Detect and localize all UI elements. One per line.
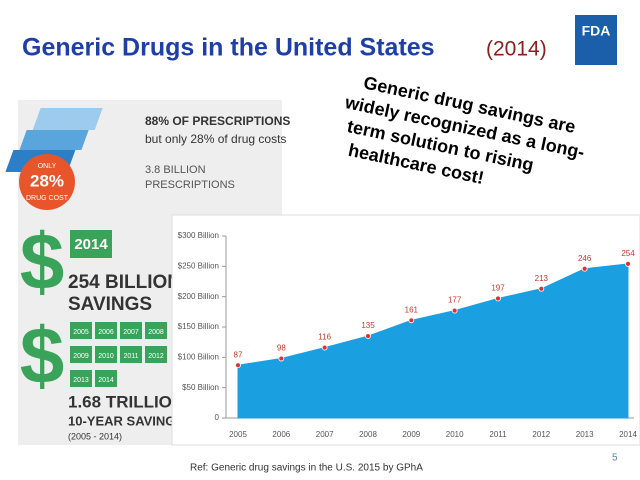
calendar-year: 2005: [73, 329, 89, 336]
data-label: 197: [491, 284, 505, 293]
marker: [451, 307, 458, 314]
badge: [19, 154, 75, 210]
calendar-year: 2007: [123, 329, 139, 336]
y-tick-label: $250 Billion: [178, 261, 219, 270]
y-tick-label: 0: [215, 413, 220, 422]
paper-stack: [5, 108, 103, 172]
dollar-icon: $: [20, 311, 65, 400]
data-label: 87: [234, 350, 243, 359]
calendar: [95, 346, 117, 363]
y-tick-label: $150 Billion: [178, 322, 219, 331]
reference: Ref: Generic drug savings in the U.S. 20…: [190, 463, 423, 474]
marker: [408, 317, 415, 324]
calendar: [120, 346, 142, 363]
dollar-icon: $: [20, 217, 65, 306]
calendar-year: 2009: [73, 353, 89, 360]
y-tick-label: $100 Billion: [178, 352, 219, 361]
calendar-year: 2014: [74, 236, 108, 253]
marker: [581, 265, 588, 272]
data-label: 254: [621, 249, 635, 258]
calendar: [95, 322, 117, 339]
marker: [495, 295, 501, 302]
savings-label: SAVINGS: [68, 294, 152, 315]
logo-box: [575, 15, 617, 65]
calendar-year: 2006: [98, 329, 114, 336]
data-label: 135: [361, 321, 375, 330]
data-label: 246: [578, 254, 592, 263]
calendar-year: 2012: [148, 353, 164, 360]
total: 1.68 TRILLION: [68, 392, 184, 411]
calendar: [70, 370, 92, 387]
data-label: 213: [535, 274, 549, 283]
x-tick-label: 2009: [402, 430, 420, 439]
calendar: [145, 322, 167, 339]
x-tick-label: 2007: [316, 430, 334, 439]
y-tick-label: $200 Billion: [178, 292, 219, 301]
badge-text: DRUG COST: [26, 195, 69, 202]
data-label: 98: [277, 344, 286, 353]
x-tick-label: 2012: [532, 430, 550, 439]
marker: [278, 355, 285, 362]
savings: 254 BILLION: [68, 272, 181, 293]
calendar-year: 2010: [98, 353, 114, 360]
badge-text: 28%: [30, 171, 64, 190]
data-label: 161: [405, 305, 419, 314]
calendar: [145, 346, 167, 363]
calendar-year: 2014: [98, 377, 114, 384]
page-number: 5: [612, 453, 618, 464]
info-text: PRESCRIPTIONS: [145, 179, 235, 191]
x-tick-label: 2014: [619, 430, 637, 439]
y-tick-label: $50 Billion: [182, 383, 219, 392]
marker: [321, 344, 328, 351]
x-tick-label: 2005: [229, 430, 247, 439]
slide-title-year: (2014): [486, 38, 547, 61]
calendar: [70, 346, 92, 363]
x-tick-label: 2013: [576, 430, 594, 439]
marker: [538, 285, 545, 292]
calendar-year: 2011: [123, 353, 138, 360]
calendar: [70, 230, 112, 258]
calendar-year: 2013: [73, 377, 89, 384]
calendar: [95, 370, 117, 387]
calendar-grid: 2005 2006 2007 2008 2009 2010 2011 2012 2013 2014: [70, 322, 167, 387]
info-text: but only 28% of drug costs: [145, 132, 286, 146]
calendar-year: 2008: [148, 329, 164, 336]
y-tick-label: $300 Billion: [178, 231, 219, 240]
badge-text: ONLY: [38, 163, 57, 170]
calendar: [120, 322, 142, 339]
x-tick-label: 2011: [489, 430, 507, 439]
chart: 0 $50 Billion $100 Billion $150 Billion $200…: [178, 231, 638, 439]
x-tick-label: 2006: [272, 430, 290, 439]
paper: [19, 130, 89, 150]
info-text: 3.8 BILLION: [145, 164, 206, 176]
slide-title: Generic Drugs in the United States: [22, 34, 435, 62]
total-range: (2005 - 2014): [68, 431, 122, 441]
data-label: 177: [448, 296, 462, 305]
logo: FDA: [582, 23, 611, 39]
info-text: 88% OF PRESCRIPTIONS: [145, 114, 290, 128]
x-tick-label: 2010: [446, 430, 464, 439]
paper: [32, 108, 103, 130]
data-label: 116: [318, 333, 331, 342]
calendar: [70, 322, 92, 339]
marker: [235, 362, 241, 369]
total-label: 10-YEAR SAVINGS: [68, 413, 184, 428]
marker: [625, 261, 631, 267]
x-tick-label: 2008: [359, 430, 377, 439]
marker: [365, 333, 371, 340]
